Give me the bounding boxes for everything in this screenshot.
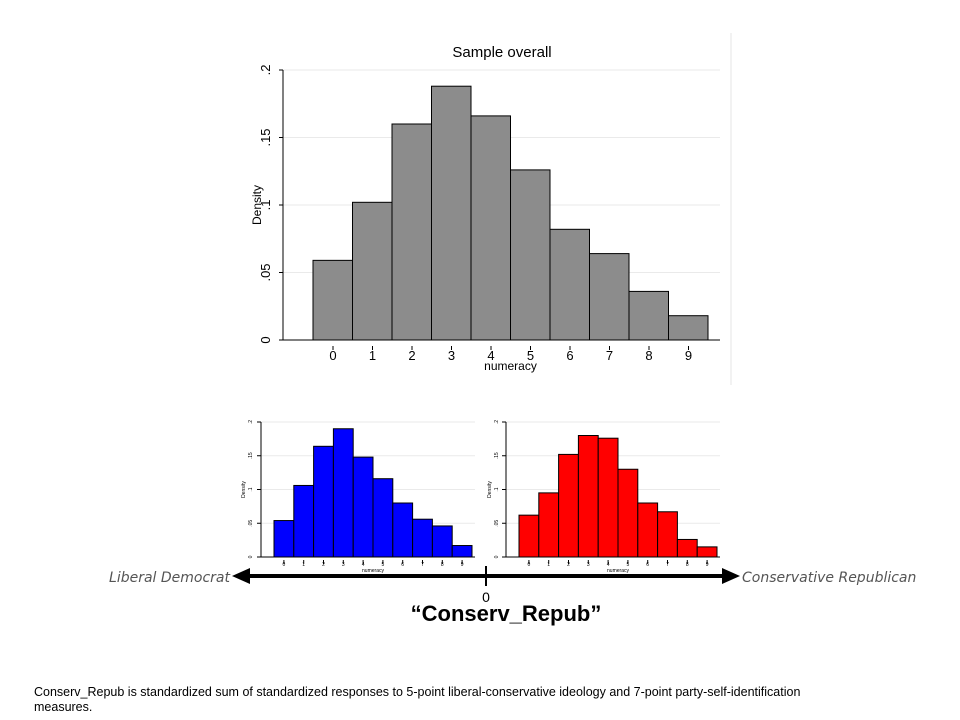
- bar-4: [597, 437, 619, 558]
- x-tick-label: 8: [441, 562, 444, 568]
- y-axis-title: Density: [487, 481, 493, 498]
- bar-7: [657, 511, 678, 558]
- conservative-republican-label: Conservative Republican: [742, 570, 916, 586]
- x-tick-label: 0: [528, 562, 531, 568]
- bar-1: [538, 492, 560, 558]
- ideology-axis: Liberal Democrat Conservative Republican…: [109, 566, 916, 626]
- footnote: Conserv_Repub is standardized sum of sta…: [34, 685, 801, 714]
- bar-6: [392, 502, 414, 558]
- bar-6: [637, 502, 659, 558]
- x-tick-label: 2: [567, 562, 570, 568]
- bar-5: [372, 478, 394, 558]
- x-tick-label: 2: [408, 348, 415, 363]
- zero-label: 0: [482, 589, 490, 605]
- y-tick-label: .05: [258, 263, 273, 281]
- bar-2: [313, 445, 334, 558]
- bar-5: [510, 169, 551, 341]
- chart-liberal-democrat: 0 .05 .1 .15 .2 0 1 2 3 4 5 6 7 8 9 numeracy Density: [241, 420, 475, 574]
- chart-sample-overall: 0 .05 .1 .15 .2 0 1 2 3 4 5 6 7 8 9 numeracy Density Samp…: [250, 33, 732, 385]
- y-tick-label: .2: [258, 65, 273, 76]
- x-tick-label: 4: [362, 562, 365, 568]
- x-tick-label: 7: [606, 348, 613, 363]
- x-tick-label: 7: [421, 562, 424, 568]
- x-tick-label: 3: [342, 562, 345, 568]
- x-axis-title: numeracy: [607, 568, 629, 574]
- y-axis-title: Density: [250, 185, 264, 225]
- y-axis-title: Density: [241, 481, 247, 498]
- y-tick-label: 0: [248, 555, 254, 558]
- x-axis-title: numeracy: [484, 359, 537, 373]
- x-tick-label: 4: [487, 348, 494, 363]
- y-tick-label: .05: [494, 520, 500, 527]
- x-tick-label: 1: [302, 562, 305, 568]
- chart-conservative-republican: 0 .05 .1 .15 .2 0 1 2 3 4 5 6 7 8 9 numeracy Density: [487, 420, 720, 574]
- bar-6: [549, 228, 590, 341]
- bar-3: [332, 428, 354, 558]
- x-tick-label: 5: [627, 562, 630, 568]
- bar-4: [470, 115, 511, 341]
- x-tick-label: 8: [686, 562, 689, 568]
- x-tick-label: 2: [322, 562, 325, 568]
- bar-9: [696, 546, 718, 558]
- bar-9: [451, 545, 473, 558]
- liberal-democrat-label: Liberal Democrat: [109, 570, 230, 586]
- x-tick-label: 6: [646, 562, 649, 568]
- conserv-repub-title: “Conserv_Repub”: [411, 601, 602, 626]
- bar-2: [558, 453, 579, 558]
- left-arrowhead: [232, 568, 250, 584]
- bar-5: [617, 468, 639, 558]
- bar-4: [352, 456, 374, 558]
- y-tick-label: .05: [248, 520, 254, 527]
- bar-3: [577, 435, 599, 558]
- y-tick-label: .2: [494, 420, 500, 424]
- x-tick-label: 9: [685, 348, 692, 363]
- bar-0: [312, 259, 353, 341]
- x-tick-label: 9: [706, 562, 709, 568]
- x-tick-label: 8: [645, 348, 652, 363]
- chart-title: Sample overall: [452, 44, 551, 61]
- x-tick-label: 3: [587, 562, 590, 568]
- y-tick-label: .15: [258, 128, 273, 146]
- bar-1: [293, 484, 315, 558]
- y-tick-label: 0: [258, 336, 273, 343]
- bar-1: [352, 201, 393, 341]
- bar-8: [676, 538, 698, 558]
- x-tick-label: 5: [527, 348, 534, 363]
- x-axis-title: numeracy: [362, 568, 384, 574]
- bar-7: [412, 518, 433, 558]
- y-tick-label: 0: [494, 555, 500, 558]
- bar-8: [431, 525, 453, 558]
- bar-0: [518, 514, 540, 558]
- bar-7: [589, 253, 630, 341]
- x-tick-label: 6: [566, 348, 573, 363]
- x-tick-label: 0: [329, 348, 336, 363]
- y-tick-label: .1: [494, 487, 500, 491]
- x-tick-label: 7: [666, 562, 669, 568]
- x-tick-label: 0: [283, 562, 286, 568]
- right-arrowhead: [722, 568, 740, 584]
- bar-2: [391, 123, 432, 341]
- x-tick-label: 1: [547, 562, 550, 568]
- x-tick-label: 1: [369, 348, 376, 363]
- bar-8: [628, 290, 669, 341]
- bar-0: [273, 520, 295, 558]
- y-tick-label: .15: [248, 452, 254, 459]
- x-tick-label: 6: [401, 562, 404, 568]
- y-tick-label: .15: [494, 452, 500, 459]
- bar-3: [431, 85, 472, 341]
- x-tick-label: 9: [461, 562, 464, 568]
- x-tick-label: 4: [607, 562, 610, 568]
- x-tick-label: 5: [382, 562, 385, 568]
- x-tick-label: 3: [448, 348, 455, 363]
- y-tick-label: .1: [258, 200, 273, 211]
- y-tick-label: .2: [248, 420, 254, 424]
- bar-9: [668, 315, 709, 341]
- y-tick-label: .1: [248, 487, 254, 491]
